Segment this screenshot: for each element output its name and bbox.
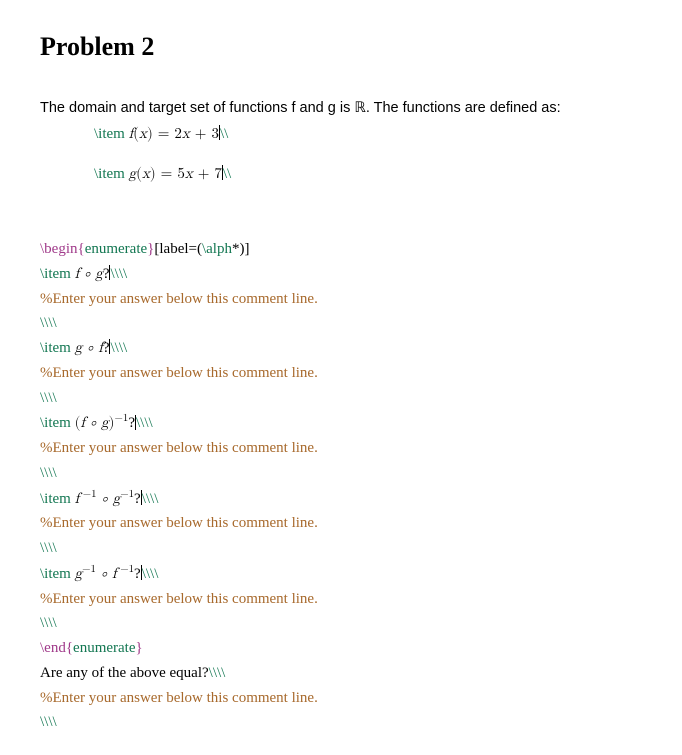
comment-text: %Enter your answer below this comment li… <box>40 365 318 381</box>
opt-close: *)] <box>232 241 250 257</box>
intro-text: The domain and target set of functions f… <box>40 100 642 117</box>
item-math: f −1 ∘ g−1? <box>75 491 141 507</box>
comment-line: %Enter your answer below this comment li… <box>40 287 642 312</box>
blank-line: \\\\ <box>40 611 642 636</box>
final-question: Are any of the above equal?\\\\ <box>40 661 642 686</box>
def-f: \item f(x) = 2x + 3\\ <box>94 125 642 143</box>
comment-text: %Enter your answer below this comment li… <box>40 690 318 706</box>
item-line: \item g ∘ f?\\\\ <box>40 336 642 361</box>
line-break: \\\\ <box>209 665 226 681</box>
item-line: \item g−1 ∘ f −1?\\\\ <box>40 561 642 587</box>
item-line: \item (f ∘ g)−1?\\\\ <box>40 410 642 436</box>
line-break: \\\\ <box>40 540 57 556</box>
definitions: \item f(x) = 2x + 3\\ \item g(x) = 5x + … <box>40 125 642 183</box>
brace-close: } <box>136 640 143 656</box>
comment-line: %Enter your answer below this comment li… <box>40 361 642 386</box>
line-break: \\\\ <box>142 491 159 507</box>
comment-line: %Enter your answer below this comment li… <box>40 436 642 461</box>
end-arg: enumerate <box>73 640 135 656</box>
item-cmd: \item <box>40 566 75 582</box>
item-math: g−1 ∘ f −1? <box>75 566 141 582</box>
item-math: (f ∘ g)−1? <box>75 415 135 431</box>
blank-line: \\\\ <box>40 536 642 561</box>
item-math: f ∘ g? <box>75 266 110 282</box>
line-break: \\\\ <box>110 340 127 356</box>
comment-text: %Enter your answer below this comment li… <box>40 291 318 307</box>
line-break: \\\\ <box>40 615 57 631</box>
item-line: \item f ∘ g?\\\\ <box>40 262 642 287</box>
brace-open: { <box>78 241 85 257</box>
line-break: \\\\ <box>40 714 57 730</box>
page-container: Problem 2 The domain and target set of f… <box>0 0 682 755</box>
intro-suffix: . The functions are defined as: <box>366 100 561 116</box>
comment-text: %Enter your answer below this comment li… <box>40 440 318 456</box>
intro-prefix: The domain and target set of functions f… <box>40 100 354 116</box>
blank-line: \\\\ <box>40 710 642 735</box>
comment-text: %Enter your answer below this comment li… <box>40 515 318 531</box>
real-symbol: ℝ <box>354 100 365 116</box>
blank-line: \\\\ <box>40 386 642 411</box>
f-expr: f(x) = 2x + 3 <box>129 126 219 141</box>
item-cmd: \item <box>94 126 129 142</box>
g-expr: g(x) = 5x + 7 <box>129 166 222 181</box>
comment-text: %Enter your answer below this comment li… <box>40 591 318 607</box>
item-math: g ∘ f? <box>75 340 110 356</box>
item-cmd: \item <box>94 166 129 182</box>
line-break: \\\\ <box>40 465 57 481</box>
end-keyword: \end <box>40 640 66 656</box>
item-cmd: \item <box>40 415 75 431</box>
begin-keyword: \begin <box>40 241 78 257</box>
line-break: \\\\ <box>110 266 127 282</box>
line-break: \\\\ <box>142 566 159 582</box>
blank-line: \\\\ <box>40 311 642 336</box>
item-cmd: \item <box>40 266 75 282</box>
line-break: \\ <box>223 166 231 182</box>
begin-enumerate: \begin{enumerate}[label=(\alph*)] <box>40 237 642 262</box>
items-region: \item f ∘ g?\\\\%Enter your answer below… <box>40 262 642 636</box>
opt-open: [label=( <box>154 241 202 257</box>
problem-title: Problem 2 <box>40 32 642 62</box>
item-line: \item f −1 ∘ g−1?\\\\ <box>40 486 642 512</box>
brace-open: { <box>66 640 73 656</box>
comment-line: %Enter your answer below this comment li… <box>40 686 642 711</box>
def-g: \item g(x) = 5x + 7\\ <box>94 165 642 183</box>
line-break: \\ <box>220 126 228 142</box>
line-break: \\\\ <box>136 415 153 431</box>
latex-source-block[interactable]: \begin{enumerate}[label=(\alph*)] \item … <box>40 237 642 735</box>
line-break: \\\\ <box>40 390 57 406</box>
alph-cmd: \alph <box>202 241 232 257</box>
begin-arg: enumerate <box>85 241 147 257</box>
item-cmd: \item <box>40 491 75 507</box>
line-break: \\\\ <box>40 315 57 331</box>
final-q-text: Are any of the above equal? <box>40 665 209 681</box>
item-cmd: \item <box>40 340 75 356</box>
comment-line: %Enter your answer below this comment li… <box>40 511 642 536</box>
comment-line: %Enter your answer below this comment li… <box>40 587 642 612</box>
end-enumerate: \end{enumerate} <box>40 636 642 661</box>
blank-line: \\\\ <box>40 461 642 486</box>
